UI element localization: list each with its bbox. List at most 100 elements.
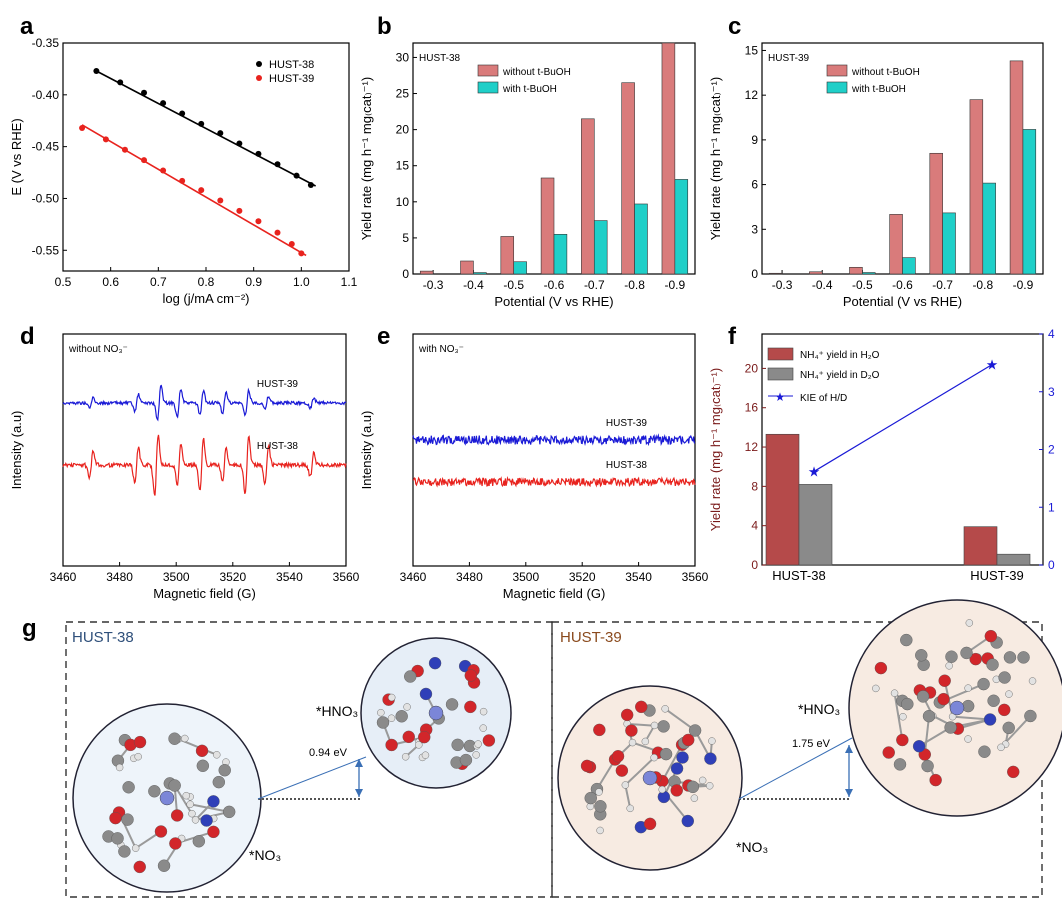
series-label: HUST-38 <box>606 460 648 471</box>
atom <box>170 809 184 822</box>
atom <box>188 809 196 818</box>
hust38-arrowhead-up <box>355 759 363 767</box>
legend-swatch <box>826 81 848 94</box>
bond <box>923 716 931 755</box>
legend-label: without t-BuOH <box>851 67 920 78</box>
legend-label: without t-BuOH <box>502 67 571 78</box>
atom <box>650 721 659 730</box>
y-tick-label: -0.40 <box>32 88 60 102</box>
y2-tick-label: 0 <box>1048 558 1055 572</box>
data-point <box>274 229 281 236</box>
x-tick-label: -0.8 <box>624 278 645 292</box>
bar <box>661 42 676 275</box>
x-tick-label: -0.4 <box>463 278 484 292</box>
atom <box>688 724 702 737</box>
atom <box>402 730 415 744</box>
data-point <box>179 110 186 117</box>
x-axis-label: Magnetic field (G) <box>153 586 256 601</box>
legend-swatch <box>767 367 794 381</box>
inset-title: HUST-38 <box>419 53 461 64</box>
atom <box>983 713 997 726</box>
atom <box>186 800 194 808</box>
y-axis-label: E (V vs RHE) <box>9 118 24 195</box>
atom <box>964 735 972 743</box>
series-label: HUST-38 <box>257 441 299 452</box>
data-point <box>121 146 128 153</box>
hust39-title: HUST-39 <box>560 629 622 646</box>
bond <box>661 744 683 782</box>
fit-line <box>95 70 317 187</box>
atom <box>690 794 699 802</box>
atom <box>1007 765 1020 779</box>
kie-point: ★ <box>808 463 821 479</box>
y-axis-label: Yield rate (mg h⁻¹ mg₍cat₎⁻¹) <box>708 77 723 240</box>
atom <box>628 738 637 747</box>
bar <box>849 266 863 275</box>
y-tick-label: -0.35 <box>32 36 60 50</box>
y-tick-label: -0.55 <box>32 243 60 257</box>
atom <box>415 741 423 749</box>
inset-title: HUST-39 <box>768 53 810 64</box>
atom <box>1002 721 1015 735</box>
x-tick-label: HUST-38 <box>772 568 825 583</box>
atom <box>944 721 957 734</box>
chart-a: 0.5 0.6 0.7 0.8 0.9 1.0 1.1 -0.35 -0.40 -0.45 -0.5… <box>9 36 358 306</box>
y-tick-label: 20 <box>396 123 410 137</box>
bar <box>942 212 956 275</box>
atom <box>404 670 417 683</box>
x-tick-label: -0.3 <box>772 278 793 292</box>
atom <box>181 734 189 743</box>
data-point <box>288 241 295 248</box>
x-tick-label: HUST-39 <box>970 568 1023 583</box>
legend-marker <box>256 75 262 81</box>
atom <box>148 785 161 798</box>
hust38-end-label: *HNO₃ <box>316 703 358 719</box>
bar <box>982 182 996 275</box>
atom <box>682 733 695 747</box>
legend-marker <box>256 61 262 67</box>
y-axis-label: Yield rate (mg h⁻¹ mg₍cat₎⁻¹) <box>359 77 374 240</box>
y-tick-label: 8 <box>751 479 758 493</box>
x-tick-label: 3540 <box>625 570 652 584</box>
atom <box>428 656 442 670</box>
y-tick-label: 6 <box>751 178 758 192</box>
atom <box>659 747 673 761</box>
atom <box>479 724 487 732</box>
bar <box>513 261 527 275</box>
atom <box>657 720 670 733</box>
panel-label-d: d <box>20 323 35 350</box>
chart-c: -0.3 -0.4 -0.5 -0.6 -0.7 -0.8 -0.9 0 3 6 9 12 15 Pote… <box>708 42 1044 309</box>
atom <box>945 650 958 663</box>
y-axis-label: Intensity (a.u) <box>359 411 374 490</box>
bar <box>634 203 648 275</box>
legend-label: with t-BuOH <box>502 84 557 95</box>
x-tick-label: -0.9 <box>665 278 686 292</box>
y-tick-label: -0.50 <box>32 191 60 205</box>
kie-line <box>813 364 993 472</box>
bar <box>809 271 823 275</box>
atom <box>706 782 714 790</box>
data-point <box>255 150 262 157</box>
atom <box>938 674 951 687</box>
atom <box>122 781 135 794</box>
x-tick-label: 3520 <box>569 570 596 584</box>
atom <box>207 825 220 839</box>
atom <box>387 714 396 722</box>
spectrum-line <box>412 433 696 447</box>
atom <box>626 804 634 813</box>
atom <box>986 658 999 671</box>
atom <box>421 751 430 759</box>
atom <box>997 743 1005 752</box>
kie-point: ★ <box>986 357 999 373</box>
atom <box>978 745 991 758</box>
data-point <box>198 120 205 127</box>
atom <box>615 764 629 777</box>
atom <box>111 832 124 845</box>
panel-label-f: f <box>728 323 737 350</box>
fit-line <box>81 124 307 257</box>
y-tick-label: 10 <box>396 195 410 209</box>
bar <box>798 484 833 566</box>
atom <box>915 649 928 662</box>
bar <box>540 177 555 275</box>
legend-label: HUST-39 <box>269 73 314 85</box>
